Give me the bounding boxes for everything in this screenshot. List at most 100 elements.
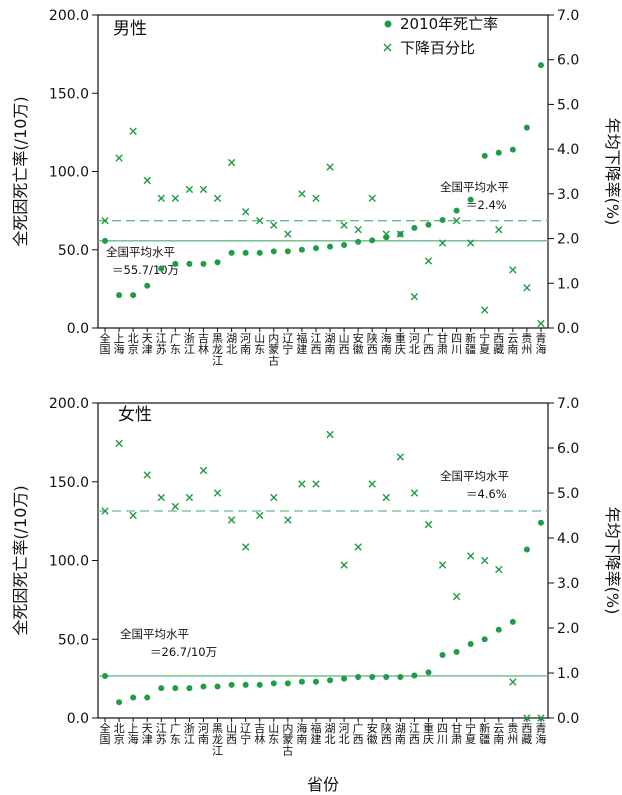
decline-cross-point [340, 221, 348, 229]
category-label: 黑龙江 [212, 332, 223, 367]
decline-cross-point [241, 208, 250, 216]
decline-cross-point [495, 565, 503, 574]
x-axis-title: 省份 [307, 775, 339, 794]
decline-cross-point [115, 439, 123, 448]
left-axis-title: 全死因死亡率(/10万) [11, 96, 30, 246]
death-rate-point [200, 260, 207, 267]
right-tick-label: 7.0 [557, 8, 579, 24]
decline-cross-point [382, 493, 390, 502]
decline-cross-point [129, 511, 137, 520]
death-rate-point [439, 652, 446, 658]
decline-cross-point [382, 230, 390, 238]
right-tick-label: 2.0 [557, 232, 579, 248]
category-label: 福建 [296, 331, 307, 356]
decline-cross-point [509, 678, 517, 686]
left-tick-label: 200.0 [49, 396, 89, 412]
decline-cross-point [185, 185, 194, 194]
decline-cross-point [157, 194, 165, 203]
death-rate-point [383, 674, 390, 681]
death-rate-point [481, 636, 488, 643]
category-label: 河南 [240, 332, 251, 356]
category-label: 四川 [451, 332, 462, 356]
death-rate-point [214, 259, 221, 266]
category-label: 广西 [423, 332, 434, 356]
death-rate-point [312, 678, 319, 685]
category-label: 陕西 [381, 721, 392, 746]
category-label: 北京 [114, 722, 125, 746]
category-label: 福建 [310, 721, 321, 746]
decline-cross-point [157, 493, 165, 502]
death-rate-point [116, 699, 123, 706]
right-axis-title: 年均下降率(%) [603, 118, 622, 226]
panel-title: 男性 [113, 19, 147, 39]
category-label: 广东 [170, 722, 181, 746]
death-rate-point [495, 626, 502, 633]
category-label: 云南 [493, 722, 504, 746]
death-rate-point [270, 248, 277, 255]
decline-cross-point [101, 507, 109, 515]
category-label: 江苏 [156, 332, 167, 356]
decline-cross-point [452, 216, 461, 225]
category-label: 河南 [198, 722, 209, 746]
death-rate-point [383, 234, 390, 241]
death-rate-point [523, 124, 530, 131]
death-rate-point [200, 683, 207, 690]
decline-cross-point [129, 127, 137, 135]
category-label: 山东 [254, 332, 265, 356]
category-label: 内蒙古 [282, 721, 293, 757]
legend-cross-icon [383, 43, 392, 52]
category-label: 新疆 [479, 721, 490, 746]
decline-cross-point [466, 552, 475, 560]
category-label: 山西 [339, 332, 350, 356]
decline-cross-point [368, 194, 376, 203]
decline-cross-point [143, 176, 151, 185]
left-tick-label: 0.0 [67, 711, 89, 727]
right-tick-label: 1.0 [557, 666, 579, 682]
decline-cross-point [256, 216, 264, 225]
decline-cross-point [326, 430, 334, 439]
decline-cross-point [368, 480, 376, 488]
category-label: 贵州 [521, 332, 532, 356]
decline-cross-point [199, 466, 208, 475]
category-label: 湖南 [325, 332, 336, 356]
annotation-label: 全国平均水平 [106, 245, 175, 259]
decline-cross-point [298, 190, 306, 198]
decline-cross-point [270, 493, 278, 502]
decline-cross-point [509, 266, 517, 274]
category-label: 吉林 [198, 332, 209, 356]
right-axis-title: 年均下降率(%) [603, 507, 622, 615]
category-label: 海南 [296, 721, 307, 746]
death-rate-point [341, 675, 348, 682]
death-rate-point [327, 243, 334, 250]
decline-cross-point [284, 516, 292, 524]
decline-cross-point [241, 543, 250, 551]
right-tick-label: 1.0 [557, 276, 579, 292]
decline-cross-point [340, 561, 348, 569]
panel-female: 0.0 50.0 100.0 150.0 200.0 0.0 1.0 2.0 3.0 4.0 5.0… [11, 396, 622, 794]
death-rate-point [537, 519, 544, 526]
death-rate-point [298, 246, 305, 253]
decline-cross-point [438, 239, 447, 247]
plot-frame [97, 14, 549, 329]
death-rate-point [130, 292, 137, 299]
decline-cross-point [185, 493, 194, 502]
death-rate-point [355, 674, 362, 681]
category-label: 北京 [128, 332, 139, 356]
decline-cross-point [101, 216, 109, 225]
category-label: 甘肃 [451, 722, 462, 746]
decline-cross-point [523, 284, 531, 292]
category-label: 湖北 [325, 722, 336, 746]
death-rate-point [453, 648, 460, 655]
decline-cross-point [354, 225, 362, 234]
annotation-value: ＝55.7/10万 [112, 263, 179, 277]
death-rate-point [186, 260, 193, 267]
category-label: 河北 [409, 332, 420, 356]
death-rate-point [242, 681, 249, 688]
death-rate-point [144, 694, 151, 701]
category-label: 天津 [142, 332, 153, 356]
category-label: 重庆 [395, 331, 406, 356]
category-label: 宁夏 [465, 721, 476, 746]
decline-cross-point [523, 714, 531, 722]
left-tick-label: 200.0 [49, 8, 89, 24]
decline-cross-point [537, 319, 545, 328]
